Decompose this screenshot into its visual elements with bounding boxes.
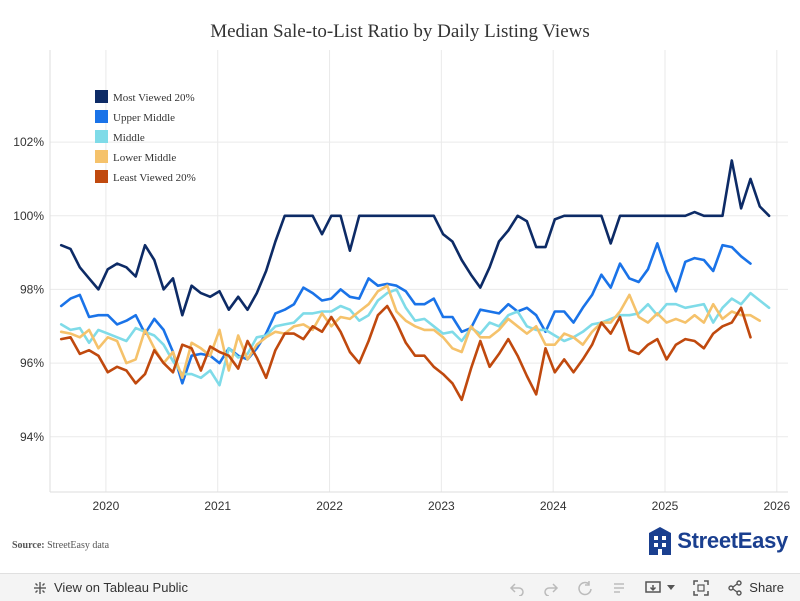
x-tick-label: 2024 xyxy=(540,499,567,513)
fullscreen-icon xyxy=(693,579,710,596)
legend-label: Lower Middle xyxy=(113,152,176,164)
series-line-lower-middle[interactable] xyxy=(59,284,762,380)
y-tick-label: 94% xyxy=(20,430,44,444)
x-tick-label: 2021 xyxy=(204,499,231,513)
legend-label: Upper Middle xyxy=(113,112,175,124)
legend-swatch xyxy=(95,110,108,123)
redo-button[interactable] xyxy=(543,580,559,596)
revert-icon xyxy=(578,580,593,595)
x-tick-label: 2025 xyxy=(652,499,679,513)
chevron-down-icon xyxy=(667,584,676,590)
legend-label: Middle xyxy=(113,132,145,144)
legend-label: Least Viewed 20% xyxy=(113,172,196,184)
axes: 94% 96% 98% 100% 102% 2020 2021 2022 2023 2024 202… xyxy=(13,50,790,513)
share-label: Share xyxy=(749,580,784,595)
download-icon xyxy=(645,580,662,593)
y-tick-label: 96% xyxy=(20,356,44,370)
legend-swatch xyxy=(95,130,108,143)
share-icon xyxy=(728,579,742,596)
series-line-least-viewed-20[interactable] xyxy=(59,304,752,402)
pause-button[interactable] xyxy=(611,580,627,596)
logo-text: StreetEasy xyxy=(677,528,788,553)
pause-icon xyxy=(614,582,625,593)
legend-item-least-viewed-20[interactable]: Least Viewed 20% xyxy=(95,170,196,184)
redo-icon xyxy=(544,582,559,596)
download-button[interactable] xyxy=(645,580,676,596)
series-line-most-viewed-20[interactable] xyxy=(59,159,771,317)
chart: Median Sale-to-List Ratio by Daily Listi… xyxy=(13,21,790,513)
legend: Most Viewed 20% Upper Middle Middle Lower M… xyxy=(95,90,196,184)
view-on-tableau-label: View on Tableau Public xyxy=(54,580,188,595)
undo-button[interactable] xyxy=(509,580,525,596)
source-note: Source: StreetEasy data xyxy=(12,540,109,551)
y-tick-label: 102% xyxy=(13,135,44,149)
x-tick-label: 2026 xyxy=(763,499,790,513)
tableau-icon xyxy=(34,581,46,594)
legend-item-most-viewed-20[interactable]: Most Viewed 20% xyxy=(95,90,195,104)
y-tick-label: 98% xyxy=(20,282,44,296)
legend-swatch xyxy=(95,90,108,103)
building-icon xyxy=(649,527,672,555)
streeteasy-logo[interactable]: StreetEasy xyxy=(649,527,788,555)
share-button[interactable]: Share xyxy=(727,579,784,596)
source-label: Source: xyxy=(12,540,45,551)
legend-item-middle[interactable]: Middle xyxy=(95,130,145,144)
x-tick-label: 2023 xyxy=(428,499,455,513)
chart-title: Median Sale-to-List Ratio by Daily Listi… xyxy=(210,21,590,42)
legend-item-lower-middle[interactable]: Lower Middle xyxy=(95,150,176,164)
undo-icon xyxy=(510,582,525,596)
y-tick-label: 100% xyxy=(13,209,44,223)
series-lines xyxy=(59,159,771,402)
tableau-toolbar: View on Tableau Public Share xyxy=(0,573,800,601)
view-on-tableau-link[interactable]: View on Tableau Public xyxy=(32,580,188,596)
source-text: StreetEasy data xyxy=(47,540,110,551)
x-tick-label: 2022 xyxy=(316,499,343,513)
x-tick-label: 2020 xyxy=(93,499,120,513)
legend-item-upper-middle[interactable]: Upper Middle xyxy=(95,110,175,124)
legend-swatch xyxy=(95,150,108,163)
fullscreen-button[interactable] xyxy=(693,579,710,596)
legend-swatch xyxy=(95,170,108,183)
revert-button[interactable] xyxy=(577,580,593,596)
legend-label: Most Viewed 20% xyxy=(113,92,195,104)
